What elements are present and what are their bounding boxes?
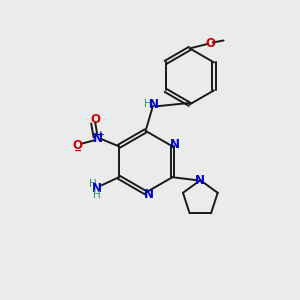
Text: N: N [149,98,159,111]
Text: O: O [90,113,100,126]
Text: H: H [144,99,152,109]
Text: O: O [206,37,215,50]
Text: H: H [89,179,97,189]
Text: −: − [74,146,83,156]
Text: O: O [73,139,82,152]
Text: N: N [143,188,154,201]
Text: N: N [92,182,102,195]
Text: +: + [97,130,105,139]
Text: N: N [93,133,103,146]
Text: N: N [170,138,180,151]
Text: H: H [93,190,101,200]
Text: N: N [195,174,205,187]
